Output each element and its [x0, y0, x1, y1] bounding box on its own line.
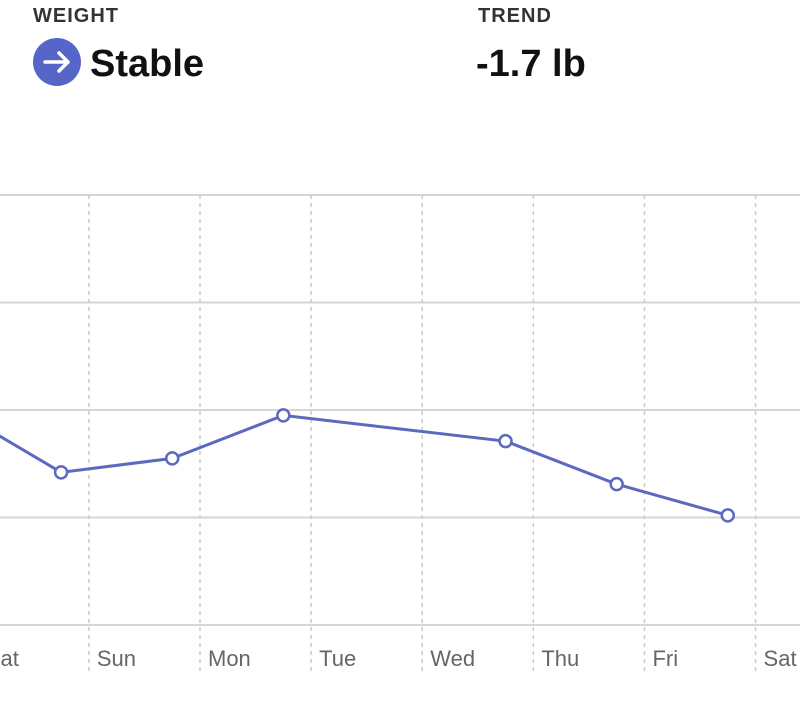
point: [276, 408, 291, 423]
trend-label: TREND: [478, 5, 552, 27]
trend-value: -1.7 lb: [476, 43, 586, 85]
chart: Sat Sun Mon Tue Wed Thu Fri Sat: [0, 194, 800, 672]
x-tick-label: Sun: [97, 646, 136, 671]
x-tick-label: Fri: [652, 646, 678, 671]
point: [720, 508, 736, 523]
arrow: [43, 51, 70, 73]
weight-label: WEIGHT: [33, 5, 119, 27]
x-tick-label: Wed: [430, 646, 475, 671]
point: [53, 465, 69, 480]
x-tick-label: Mon: [208, 646, 251, 671]
x-tick-label: Sat: [0, 646, 19, 671]
series-line: [0, 413, 729, 517]
point: [498, 433, 513, 449]
x-tick-label: Sat: [764, 646, 797, 671]
weight-status: Stable: [90, 43, 204, 85]
x-tick-label: Thu: [541, 646, 579, 671]
point: [609, 476, 624, 492]
point: [164, 451, 180, 466]
x-tick-label: Tue: [319, 646, 356, 671]
